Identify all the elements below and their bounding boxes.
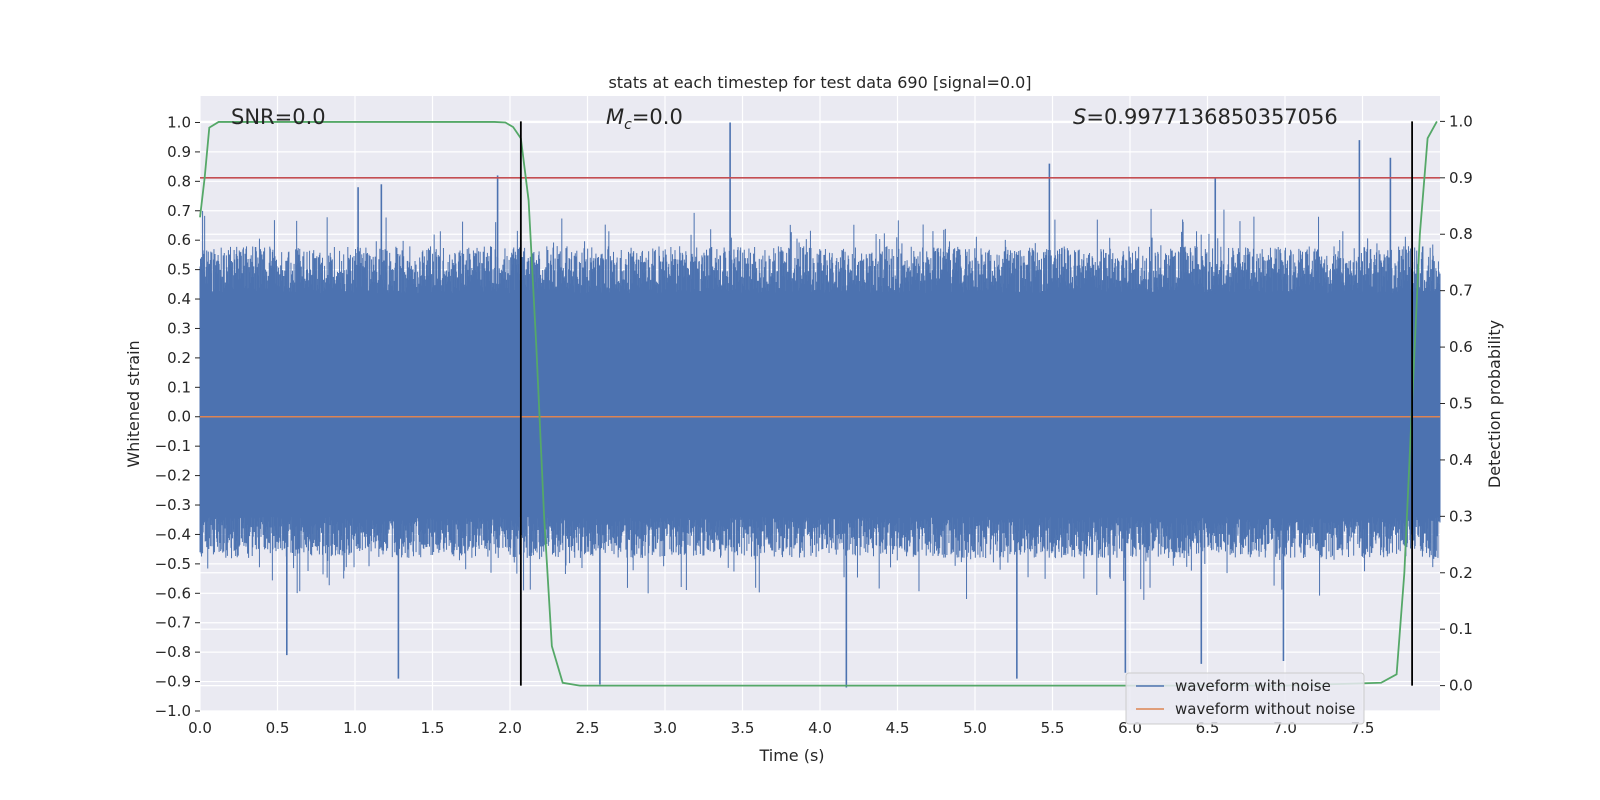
y2-tick-label: 1.0 [1449,112,1473,130]
y-tick-label: −0.1 [155,437,191,455]
chart-title: stats at each timestep for test data 690… [608,73,1031,92]
y-tick-label: −0.3 [155,496,191,514]
legend-box [1125,672,1365,725]
chirp-mass-symbol: M [606,105,624,129]
y-tick-label: 0.6 [167,231,191,249]
x-tick-label: 3.5 [731,719,755,737]
y-tick-label: −0.4 [155,525,191,543]
chirp-mass-subscript: c [624,117,632,133]
detection-probability-series [199,120,1438,687]
score-symbol: S [1073,105,1086,129]
y-tick-label: 0.9 [167,143,191,161]
snr-annotation: SNR=0.0 [231,105,326,129]
y-axis-ticks: −1.0 −0.9 −0.8 −0.7 −0.6 −0.5 −0.4 −0.3 −0.2 −0.1… [155,113,200,720]
chirp-mass-annotation: Mc=0.0 [606,105,683,133]
vertical-markers [519,121,1413,686]
y-axis-label: Whitened strain [124,340,143,467]
noise-core [200,293,1440,517]
score-annotation: S=0.9977136850357056 [1073,105,1338,129]
x-tick-label: 1.0 [343,719,367,737]
x-tick-label: 5.5 [1041,719,1065,737]
y-tick-label: −0.8 [155,643,191,661]
y-tick-label: −0.9 [155,673,191,691]
legend-label-noise: waveform with noise [1175,677,1331,695]
y-tick-label: −0.2 [155,467,191,485]
y-tick-label: 0.4 [167,290,191,308]
y2-tick-label: 0.8 [1449,225,1473,243]
y-tick-label: 0.7 [167,202,191,220]
y2-tick-label: 0.6 [1449,338,1473,356]
y-tick-label: 0.1 [167,378,191,396]
chirp-mass-value: =0.0 [632,105,683,129]
y-tick-label: −0.6 [155,584,191,602]
y-tick-label: 0.8 [167,172,191,190]
y2-tick-label: 0.4 [1449,451,1473,469]
y-tick-label: 1.0 [167,113,191,131]
y2-axis-ticks: 0.0 0.1 0.2 0.3 0.4 0.5 0.6 0.7 0.8 0.9 1.0 [1440,112,1473,695]
y-tick-label: −1.0 [155,702,191,720]
y-tick-label: 0.3 [167,319,191,337]
y-tick-label: 0.0 [167,408,191,426]
x-tick-label: 0.0 [188,719,212,737]
x-tick-label: 3.0 [653,719,677,737]
y2-axis-label: Detection probability [1485,320,1504,488]
x-tick-label: 1.5 [421,719,445,737]
y2-tick-label: 0.7 [1449,282,1473,300]
waveform-with-noise-series [199,122,1441,688]
probability-line [199,120,1438,687]
x-tick-label: 4.0 [808,719,832,737]
y-tick-label: 0.5 [167,261,191,279]
x-axis-label: Time (s) [758,746,824,765]
score-value: =0.9977136850357056 [1086,105,1337,129]
x-tick-label: 5.0 [963,719,987,737]
y2-tick-label: 0.2 [1449,564,1473,582]
legend-label-noiseless: waveform without noise [1175,700,1355,718]
x-tick-label: 0.5 [266,719,290,737]
y2-tick-label: 0.3 [1449,507,1473,525]
y-tick-label: 0.2 [167,349,191,367]
x-tick-label: 4.5 [886,719,910,737]
y-tick-label: −0.5 [155,555,191,573]
x-tick-label: 2.5 [576,719,600,737]
legend: waveform with noise waveform without noi… [1125,672,1365,725]
y2-tick-label: 0.1 [1449,620,1473,638]
y2-tick-label: 0.5 [1449,395,1473,413]
y-tick-label: −0.7 [155,614,191,632]
y2-tick-label: 0.9 [1449,169,1473,187]
x-tick-label: 2.0 [498,719,522,737]
y2-tick-label: 0.0 [1449,677,1473,695]
